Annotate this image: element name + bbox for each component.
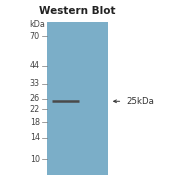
Text: 26: 26 [30,94,40,103]
Text: 18: 18 [30,118,40,127]
Text: 22: 22 [30,105,40,114]
Bar [47,22,108,175]
Text: 25kDa: 25kDa [126,97,154,106]
Text: 33: 33 [30,79,40,88]
Text: 70: 70 [30,32,40,41]
Text: 44: 44 [30,61,40,70]
Text: Western Blot: Western Blot [39,6,116,16]
Text: 14: 14 [30,134,40,143]
Text: 10: 10 [30,155,40,164]
Text: kDa: kDa [29,20,45,29]
